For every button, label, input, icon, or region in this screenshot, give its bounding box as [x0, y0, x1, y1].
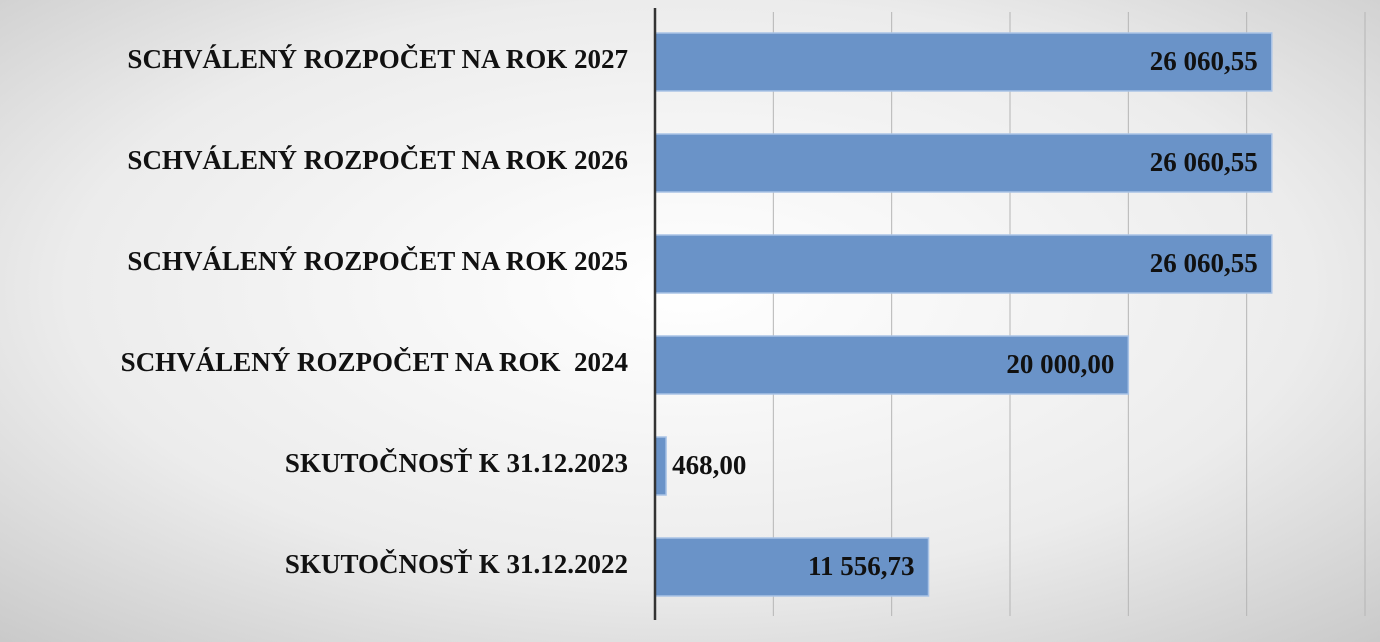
y-tick-label: SCHVÁLENÝ ROZPOČET NA ROK 2027	[127, 44, 628, 74]
y-tick-label: SCHVÁLENÝ ROZPOČET NA ROK 2024	[121, 347, 628, 377]
y-tick-label: SCHVÁLENÝ ROZPOČET NA ROK 2026	[127, 145, 628, 175]
y-tick-label: SKUTOČNOSŤ K 31.12.2023	[285, 448, 628, 478]
value-label: 26 060,55	[1150, 46, 1258, 76]
bar	[654, 32, 1273, 92]
y-tick-label: SKUTOČNOSŤ K 31.12.2022	[285, 549, 628, 579]
value-label: 26 060,55	[1150, 147, 1258, 177]
y-tick-label: SCHVÁLENÝ ROZPOČET NA ROK 2025	[127, 246, 628, 276]
value-label: 20 000,00	[1006, 349, 1114, 379]
value-label: 11 556,73	[808, 551, 915, 581]
value-label: 468,00	[672, 450, 746, 480]
bar	[654, 436, 667, 496]
value-label: 26 060,55	[1150, 248, 1258, 278]
